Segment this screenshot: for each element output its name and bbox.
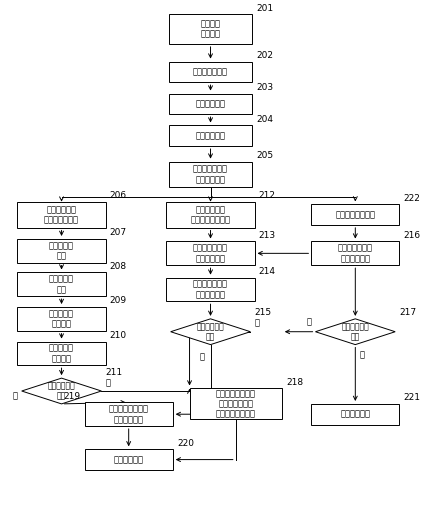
FancyBboxPatch shape (167, 241, 255, 265)
Text: 高通数字滤波
获取脉搏波信号: 高通数字滤波 获取脉搏波信号 (44, 205, 79, 224)
Text: 否: 否 (200, 353, 204, 361)
Polygon shape (171, 319, 250, 345)
Text: 替换异常数据段，
信号综合计算分
析，得出数据结果: 替换异常数据段， 信号综合计算分 析，得出数据结果 (216, 389, 256, 419)
Text: 脉搏波信号
提取: 脉搏波信号 提取 (49, 241, 74, 261)
Text: 208: 208 (110, 262, 127, 271)
Text: 计算各个台阶的
袖带压力信号: 计算各个台阶的 袖带压力信号 (193, 280, 228, 299)
Text: 读取各个台阶的
袖带压力信号: 读取各个台阶的 袖带压力信号 (193, 244, 228, 263)
Text: 袖带检测
压力信号: 袖带检测 压力信号 (201, 19, 221, 39)
Text: 是: 是 (105, 378, 111, 387)
Text: 205: 205 (257, 151, 274, 160)
Text: 是: 是 (360, 351, 365, 360)
Text: 是: 是 (255, 318, 260, 328)
Text: 201: 201 (257, 4, 274, 12)
Text: 否: 否 (306, 317, 311, 327)
Text: 218: 218 (286, 378, 303, 387)
FancyBboxPatch shape (169, 62, 252, 82)
Text: 脉搏波信号
平滑: 脉搏波信号 平滑 (49, 275, 74, 294)
Text: 209: 209 (110, 296, 127, 306)
Text: 低通模拟滤波: 低通模拟滤波 (196, 131, 226, 140)
FancyBboxPatch shape (169, 14, 252, 44)
Text: 数字压力信号存储: 数字压力信号存储 (335, 210, 375, 219)
Text: 判断结果是否
异常: 判断结果是否 异常 (197, 322, 224, 341)
FancyBboxPatch shape (311, 404, 399, 424)
Text: 提取存储的对应
数字压力信号: 提取存储的对应 数字压力信号 (338, 244, 373, 263)
Text: 221: 221 (404, 393, 421, 402)
FancyBboxPatch shape (169, 94, 252, 114)
FancyBboxPatch shape (311, 204, 399, 225)
Text: 204: 204 (257, 115, 274, 124)
Text: 低通数字滤波
获取袖带压力信号: 低通数字滤波 获取袖带压力信号 (190, 205, 230, 224)
Text: 输出数据结果: 输出数据结果 (114, 455, 144, 464)
Text: 219: 219 (63, 392, 80, 401)
Text: 211: 211 (105, 368, 123, 376)
Text: 214: 214 (259, 267, 276, 276)
Text: 220: 220 (177, 439, 194, 448)
FancyBboxPatch shape (311, 241, 399, 265)
FancyBboxPatch shape (85, 402, 173, 426)
FancyBboxPatch shape (167, 202, 255, 227)
Text: 210: 210 (110, 331, 127, 340)
Text: 207: 207 (110, 229, 127, 237)
Text: 电压信号放大: 电压信号放大 (196, 99, 226, 109)
Text: 模数转换，获得
数字压力信号: 模数转换，获得 数字压力信号 (193, 165, 228, 184)
FancyBboxPatch shape (17, 202, 105, 227)
FancyBboxPatch shape (169, 126, 252, 146)
FancyBboxPatch shape (17, 272, 105, 296)
Text: 217: 217 (400, 308, 416, 317)
Text: 203: 203 (257, 83, 274, 92)
Text: 213: 213 (259, 231, 276, 240)
FancyBboxPatch shape (17, 307, 105, 331)
Text: 215: 215 (255, 308, 272, 317)
Text: 信号综合计算分析
得出数据结果: 信号综合计算分析 得出数据结果 (109, 404, 149, 424)
FancyBboxPatch shape (167, 278, 255, 301)
Text: 判断结果是否
异常: 判断结果是否 异常 (48, 382, 75, 401)
Text: 脉搏波信号
峰谷判断: 脉搏波信号 峰谷判断 (49, 309, 74, 328)
FancyBboxPatch shape (169, 162, 252, 187)
FancyBboxPatch shape (85, 449, 173, 470)
Text: 判断信号是否
异常: 判断信号是否 异常 (341, 322, 369, 341)
Text: 否: 否 (12, 392, 17, 401)
Text: 206: 206 (110, 191, 127, 200)
FancyBboxPatch shape (190, 388, 282, 419)
Polygon shape (22, 378, 102, 404)
Text: 212: 212 (259, 191, 276, 200)
Text: 脉搏波信号
幅值计算: 脉搏波信号 幅值计算 (49, 344, 74, 363)
Text: 202: 202 (257, 51, 274, 60)
Text: 216: 216 (404, 231, 421, 240)
Text: 222: 222 (404, 194, 420, 203)
Text: 输出异常信息: 输出异常信息 (340, 409, 370, 419)
Polygon shape (315, 319, 395, 345)
FancyBboxPatch shape (17, 342, 105, 365)
Text: 转换为电压信号: 转换为电压信号 (193, 67, 228, 77)
FancyBboxPatch shape (17, 239, 105, 263)
